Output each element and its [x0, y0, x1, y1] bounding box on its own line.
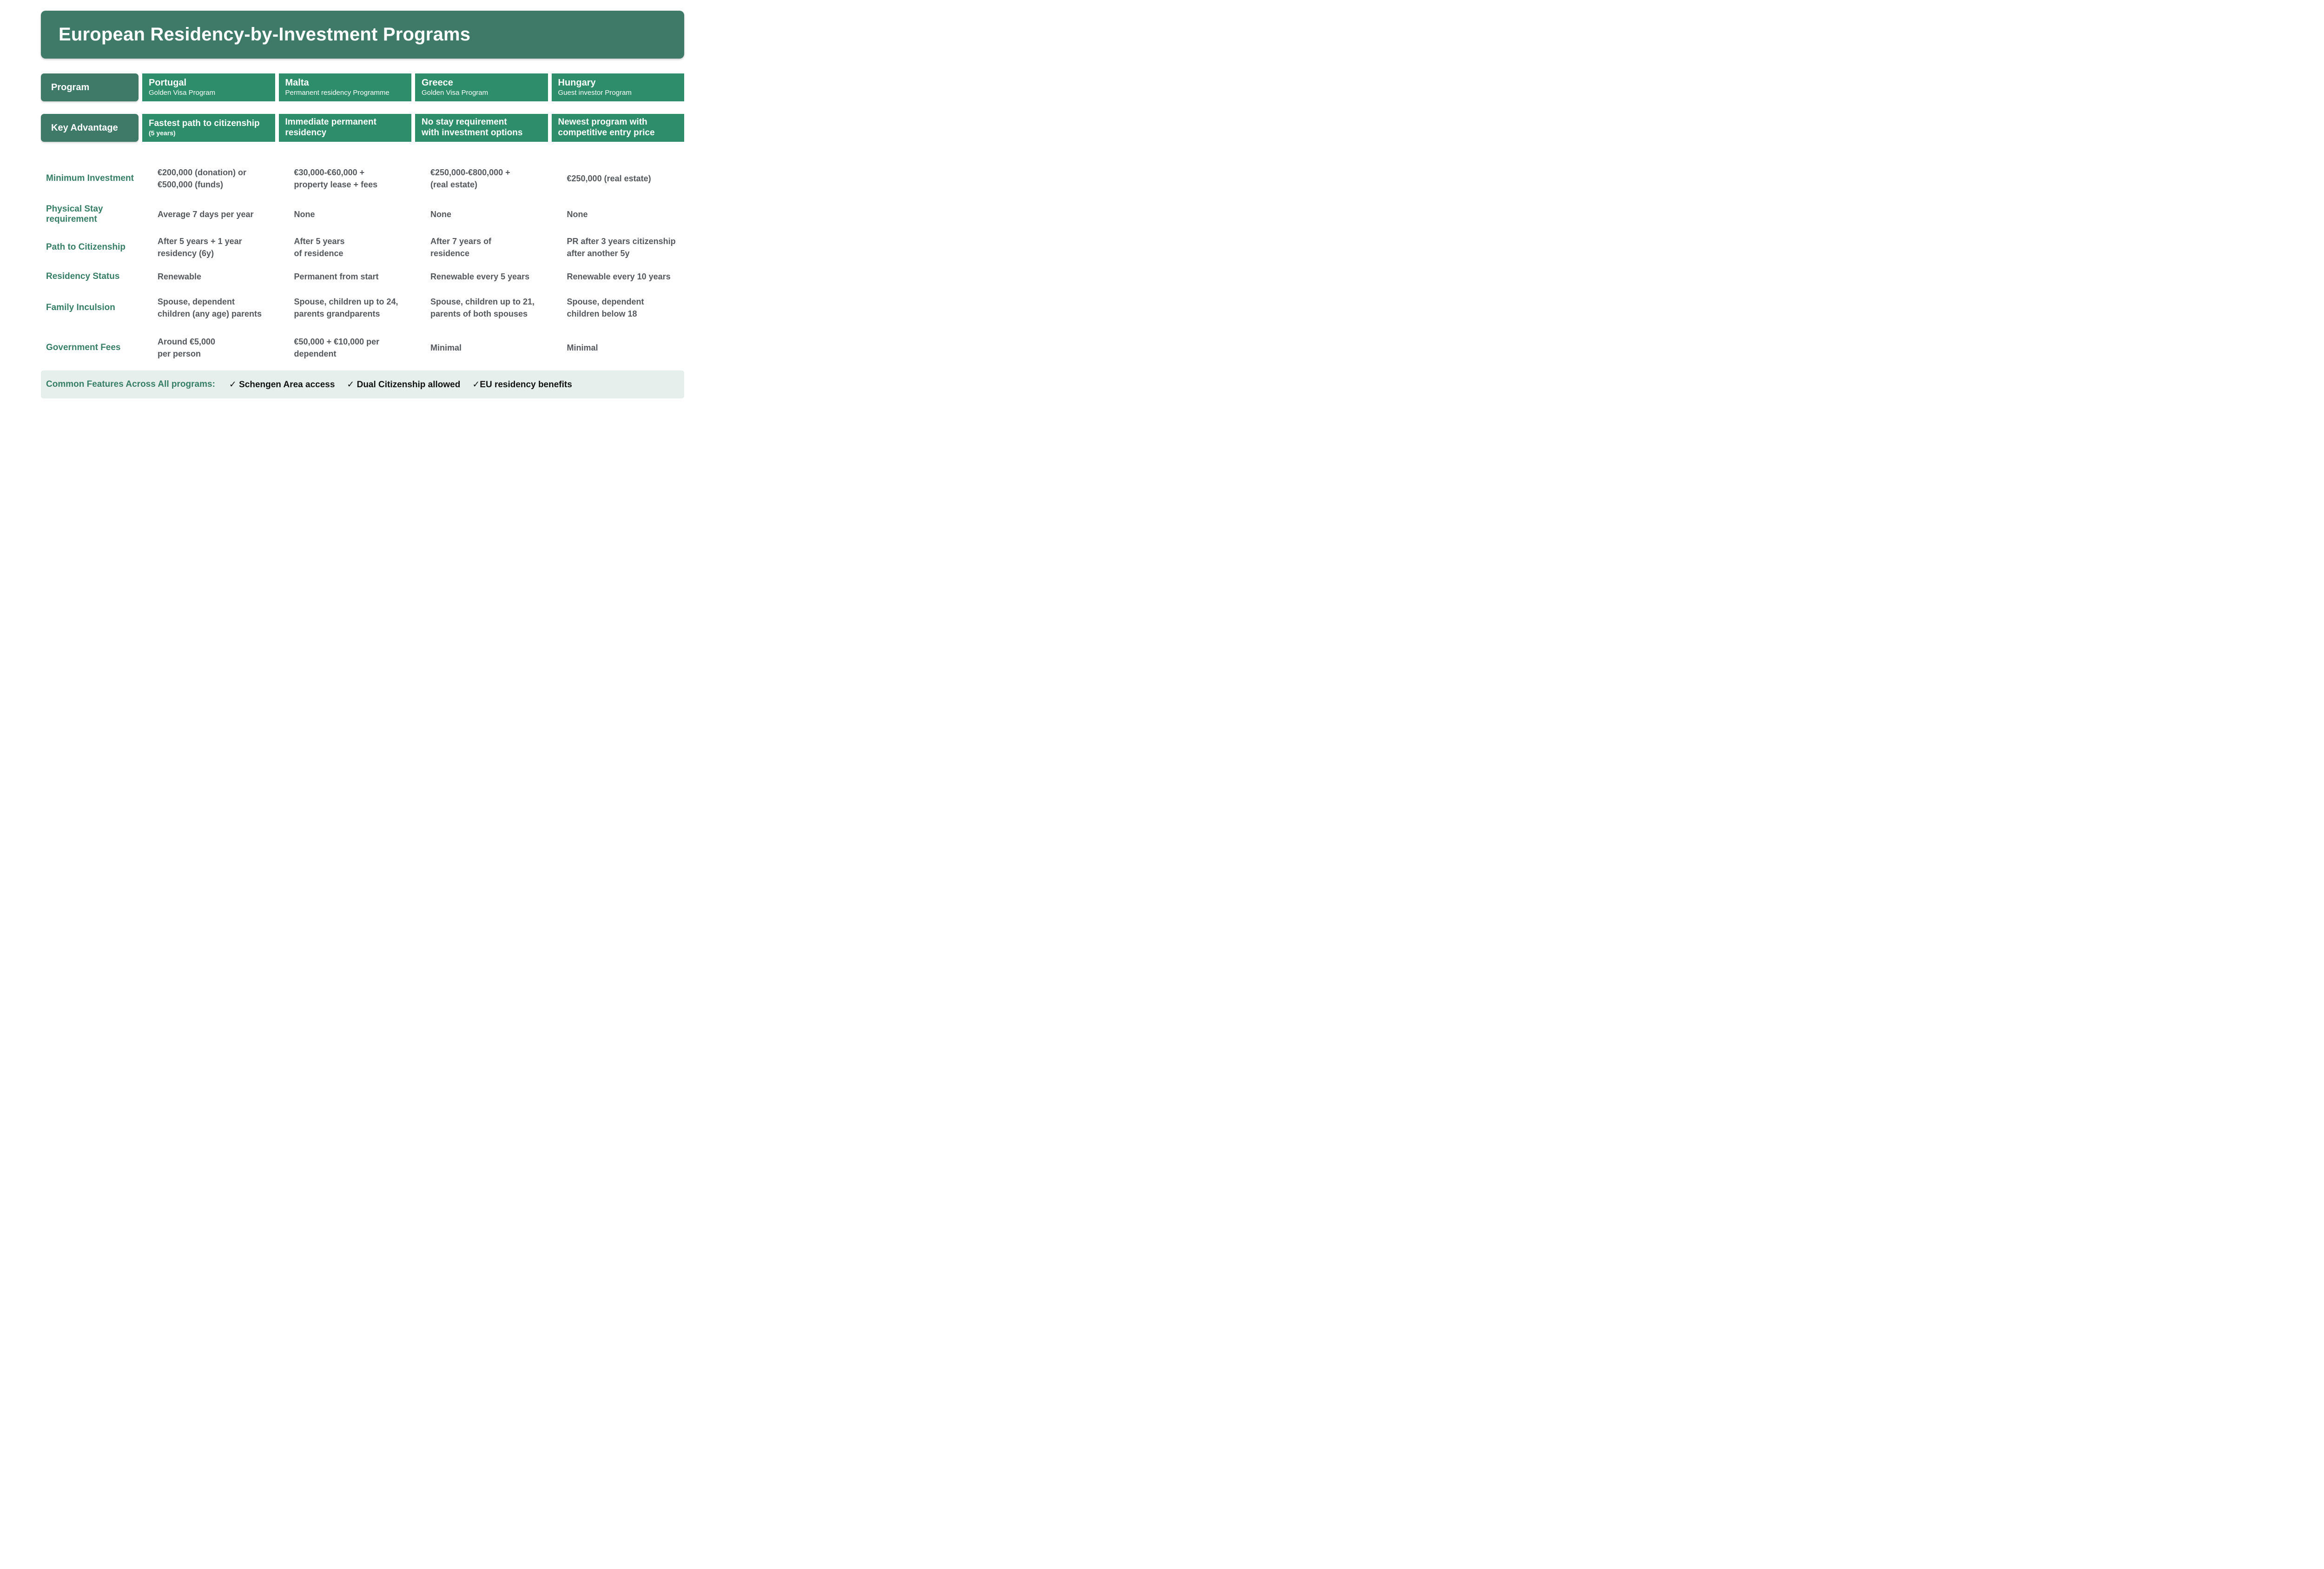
table-cell: Renewable every 5 years — [430, 271, 530, 281]
table-cell: Minimal — [430, 343, 462, 352]
row-label: Path to Citizenship — [46, 242, 125, 252]
advantage-portugal: Fastest path to citizenship (5 years) — [142, 114, 275, 142]
common-features-bar: Common Features Across All programs: ✓ S… — [41, 371, 684, 398]
table-cell: €30,000-€60,000 + property lease + fees — [294, 167, 378, 189]
table-cell: Around €5,000 per person — [158, 337, 216, 358]
title-banner: European Residency-by-Investment Program… — [41, 11, 684, 59]
program-name: Permanent residency Programme — [285, 89, 390, 97]
feature-eu-residency-benefits: ✓EU residency benefits — [472, 379, 572, 390]
row-label-program: Program — [41, 73, 139, 101]
header-row: Program Portugal Golden Visa Program Mal… — [41, 73, 684, 101]
advantage-text: No stay requirement with investment opti… — [422, 117, 523, 138]
table-cell: Renewable — [158, 271, 202, 281]
table-cell: Minimal — [567, 343, 598, 352]
table-cell: Average 7 days per year — [158, 209, 254, 219]
program-name: Golden Visa Program — [149, 89, 216, 97]
row-family-inclusion: Family Inculsion Spouse, dependent child… — [41, 289, 684, 326]
table-cell: PR after 3 years citizenship after anoth… — [567, 236, 676, 258]
table-cell: None — [567, 209, 588, 219]
row-label-key-advantage: Key Advantage — [41, 114, 139, 142]
row-label: Physical Stay requirement — [46, 204, 103, 224]
table-cell: After 5 years of residence — [294, 236, 345, 258]
residency-programs-infographic: European Residency-by-Investment Program… — [0, 0, 729, 410]
feature-schengen-access: ✓ Schengen Area access — [229, 379, 335, 390]
program-name: Golden Visa Program — [422, 89, 489, 97]
row-path-to-citizenship: Path to Citizenship After 5 years + 1 ye… — [41, 231, 684, 264]
advantage-malta: Immediate permanent residency — [278, 114, 411, 142]
row-government-fees: Government Fees Around €5,000 per person… — [41, 328, 684, 367]
row-label: Residency Status — [46, 271, 120, 282]
country-name: Malta — [285, 78, 309, 88]
table-cell: Spouse, children up to 24, parents grand… — [294, 297, 398, 318]
table-cell: €250,000-€800,000 + (real estate) — [430, 167, 510, 189]
row-physical-stay: Physical Stay requirement Average 7 days… — [41, 199, 684, 230]
page-title: European Residency-by-Investment Program… — [59, 24, 471, 45]
advantage-text: Newest program with competitive entry pr… — [558, 117, 655, 138]
advantage-greece: No stay requirement with investment opti… — [415, 114, 548, 142]
table-cell: €250,000 (real estate) — [567, 173, 651, 183]
advantage-hungary: Newest program with competitive entry pr… — [551, 114, 684, 142]
program-name: Guest investor Program — [558, 89, 632, 97]
table-cell: Renewable every 10 years — [567, 271, 671, 281]
table-cell: Permanent from start — [294, 271, 379, 281]
common-features-items: ✓ Schengen Area access ✓ Dual Citizenshi… — [229, 379, 572, 390]
table-cell: After 7 years of residence — [430, 236, 492, 258]
table-cell: Spouse, dependent children (any age) par… — [158, 297, 262, 318]
column-header-greece: Greece Golden Visa Program — [415, 73, 548, 101]
key-advantage-row: Key Advantage Fastest path to citizenshi… — [41, 114, 684, 142]
table-cell: €50,000 + €10,000 per dependent — [294, 337, 380, 358]
table-cell: None — [294, 209, 315, 219]
table-cell: After 5 years + 1 year residency (6y) — [158, 236, 242, 258]
column-header-hungary: Hungary Guest investor Program — [551, 73, 684, 101]
row-residency-status: Residency Status Renewable Permanent fro… — [41, 266, 684, 287]
common-features-label: Common Features Across All programs: — [46, 379, 215, 389]
country-name: Greece — [422, 78, 453, 88]
advantage-text: Immediate permanent residency — [285, 117, 376, 138]
country-name: Portugal — [149, 78, 187, 88]
table-cell: Spouse, children up to 21, parents of bo… — [430, 297, 535, 318]
column-header-malta: Malta Permanent residency Programme — [278, 73, 411, 101]
advantage-note: (5 years) — [149, 129, 176, 137]
row-label: Minimum Investment — [46, 173, 134, 184]
row-minimum-investment: Minimum Investment €200,000 (donation) o… — [41, 158, 684, 199]
advantage-text: Fastest path to citizenship — [149, 119, 260, 129]
table-cell: €200,000 (donation) or €500,000 (funds) — [158, 167, 247, 189]
column-header-portugal: Portugal Golden Visa Program — [142, 73, 275, 101]
country-name: Hungary — [558, 78, 596, 88]
row-label: Government Fees — [46, 343, 121, 353]
table-cell: Spouse, dependent children below 18 — [567, 297, 644, 318]
table-cell: None — [430, 209, 451, 219]
row-label: Family Inculsion — [46, 303, 115, 313]
feature-dual-citizenship: ✓ Dual Citizenship allowed — [347, 379, 461, 390]
